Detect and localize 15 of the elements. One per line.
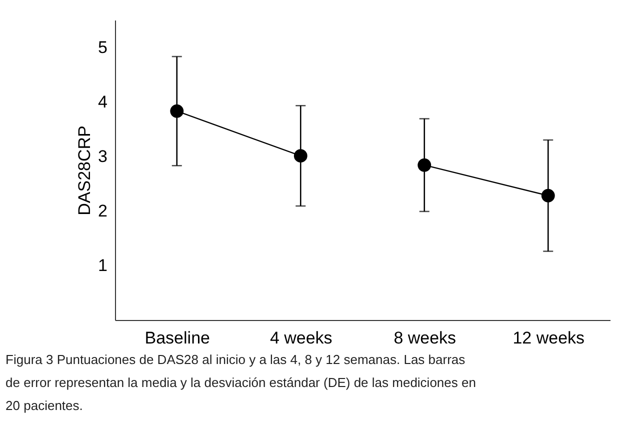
point <box>170 104 184 118</box>
y-tick-label: 1 <box>98 256 108 275</box>
x-tick-label: 4 weeks <box>270 328 332 348</box>
y-axis-title: DAS28CRP <box>75 126 94 216</box>
point <box>541 188 555 202</box>
text: Figura 3 Puntuaciones de DAS28 al inicio y a las 4, 8 y 12 semanas. Las barras de error representan la media y la desviación estándar (DE) de las mediciones en 20 pacientes. <box>6 352 476 413</box>
y-tick-label: 4 <box>98 92 108 112</box>
y-tick-label: 5 <box>98 38 108 57</box>
point <box>418 158 432 172</box>
point <box>294 149 308 163</box>
y-tick-label: 3 <box>98 146 108 166</box>
y-tick-label: 2 <box>98 201 108 220</box>
x-tick-label: 8 weeks <box>394 328 456 348</box>
x-tick-label: Baseline <box>144 328 210 348</box>
x-tick-label: 12 weeks <box>512 328 585 348</box>
